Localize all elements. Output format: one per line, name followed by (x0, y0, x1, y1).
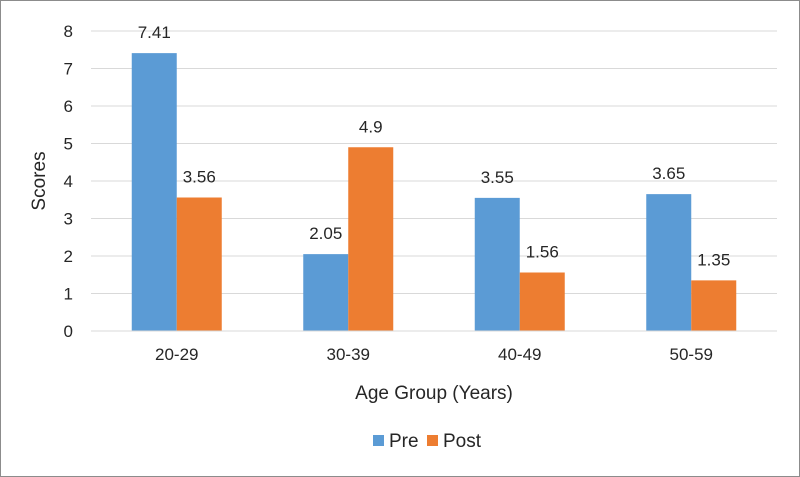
y-tick-label: 4 (64, 172, 73, 191)
bar-pre-40-49 (474, 197, 520, 331)
x-tick-label: 40-49 (498, 345, 541, 364)
data-label-pre-50-59: 3.65 (652, 164, 685, 183)
legend: Pre Post (373, 431, 482, 452)
legend-label-post: Post (443, 431, 482, 452)
data-label-pre-20-29: 7.41 (138, 23, 171, 42)
data-label-pre-40-49: 3.55 (481, 168, 514, 187)
bar-pre-50-59 (646, 194, 692, 331)
bar-post-20-29 (176, 197, 222, 331)
bars (131, 53, 737, 331)
y-tick-label: 2 (64, 247, 73, 266)
data-label-post-20-29: 3.56 (183, 168, 216, 187)
y-tick-label: 0 (64, 322, 73, 341)
x-tick-label: 30-39 (327, 345, 370, 364)
y-tick-label: 7 (64, 60, 73, 79)
x-axis-ticks: 20-29 30-39 40-49 50-59 (155, 345, 713, 364)
data-label-post-40-49: 1.56 (526, 243, 559, 262)
y-tick-label: 5 (64, 135, 73, 154)
data-label-post-30-39: 4.9 (359, 117, 383, 136)
y-tick-label: 8 (64, 22, 73, 41)
legend-swatch-post (427, 435, 438, 446)
legend-label-pre: Pre (389, 431, 419, 452)
legend-swatch-pre (373, 435, 384, 446)
bar-pre-30-39 (303, 254, 349, 331)
x-axis-title: Age Group (Years) (355, 383, 513, 404)
data-labels: 7.41 3.56 2.05 4.9 3.55 1.56 3.65 1.35 (138, 23, 731, 269)
x-tick-label: 50-59 (670, 345, 713, 364)
y-tick-label: 3 (64, 210, 73, 229)
bar-pre-20-29 (131, 53, 177, 331)
y-axis-ticks: 0 1 2 3 4 5 6 7 8 (64, 22, 73, 341)
bar-post-50-59 (691, 280, 737, 331)
bar-post-30-39 (348, 147, 394, 331)
data-label-post-50-59: 1.35 (697, 250, 730, 269)
y-tick-label: 1 (64, 285, 73, 304)
y-axis-title: Scores (29, 151, 50, 210)
y-tick-label: 6 (64, 97, 73, 116)
data-label-pre-30-39: 2.05 (309, 224, 342, 243)
x-tick-label: 20-29 (155, 345, 198, 364)
bar-post-40-49 (519, 272, 565, 331)
